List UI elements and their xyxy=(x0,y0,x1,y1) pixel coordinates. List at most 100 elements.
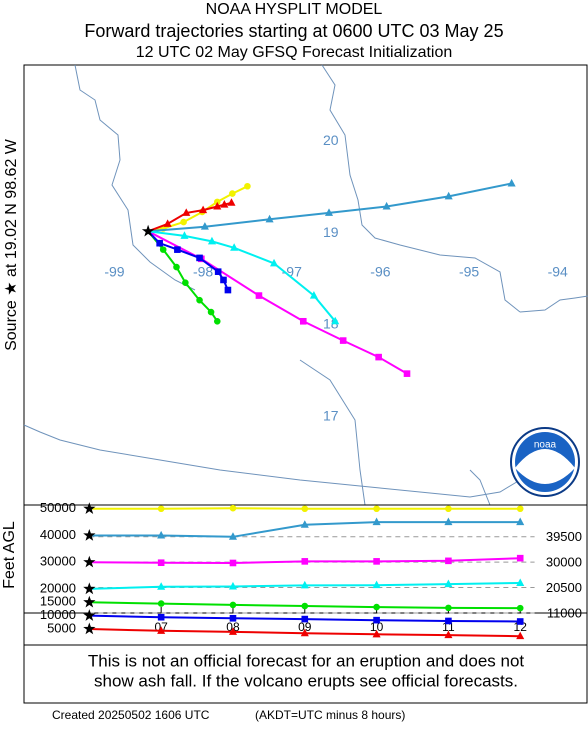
height-point xyxy=(228,581,238,590)
start-height-label: 10000 xyxy=(40,607,76,622)
start-height-label: 40000 xyxy=(40,527,76,542)
trajectory-point xyxy=(382,201,391,210)
trajectory-point xyxy=(507,178,516,187)
trajectory-point xyxy=(220,200,229,208)
trajectory-point xyxy=(375,353,382,361)
title-line: Forward trajectories starting at 0600 UT… xyxy=(84,21,503,41)
footer: Created 20250502 1606 UTC xyxy=(52,708,210,722)
trajectory-point xyxy=(182,279,189,287)
height-point xyxy=(373,616,380,624)
trajectory-point xyxy=(207,308,215,316)
trajectory-point xyxy=(230,243,239,251)
trajectory-point xyxy=(244,182,251,190)
level-label: 30000 xyxy=(546,555,582,570)
level-label: 20500 xyxy=(546,580,582,595)
lat-tick-label: 19 xyxy=(323,224,339,240)
height-point xyxy=(157,600,165,607)
height-point xyxy=(229,601,237,609)
height-point xyxy=(445,617,452,625)
height-point xyxy=(444,579,453,588)
trajectory-point xyxy=(196,296,203,304)
height-point xyxy=(373,603,380,611)
trajectory-point xyxy=(227,198,236,206)
height-point xyxy=(229,504,237,512)
trajectory-point xyxy=(196,254,203,262)
trajectory-point xyxy=(255,292,263,299)
coastline xyxy=(23,424,531,498)
lat-tick-label: 17 xyxy=(323,408,339,424)
height-point xyxy=(301,615,309,623)
trajectory-point xyxy=(159,246,167,253)
disclaimer-line: This is not an official forecast for an … xyxy=(88,651,525,670)
trajectory-point xyxy=(403,370,411,377)
height-start xyxy=(83,502,96,514)
height-start xyxy=(83,582,96,595)
height-point xyxy=(445,505,452,513)
coastline xyxy=(519,295,588,313)
height-start xyxy=(83,609,96,621)
lon-tick-label: -95 xyxy=(459,263,479,279)
lon-tick-label: -99 xyxy=(104,263,124,279)
height-point xyxy=(157,582,166,590)
height-point xyxy=(444,630,453,639)
height-point xyxy=(301,558,309,565)
lon-tick-label: -94 xyxy=(548,263,568,279)
height-point xyxy=(157,613,165,621)
height-ylabel: Feet AGL xyxy=(1,521,18,589)
height-point xyxy=(229,559,237,567)
trajectory-point xyxy=(163,219,172,227)
height-point xyxy=(228,532,238,540)
height-point xyxy=(300,520,309,528)
height-point xyxy=(372,580,381,589)
height-point xyxy=(516,505,524,513)
height-point xyxy=(301,505,309,513)
boundaries xyxy=(23,64,588,506)
lat-tick-label: 20 xyxy=(323,132,339,148)
time-tick-label: 09 xyxy=(298,620,312,634)
trajectory-point xyxy=(174,246,181,253)
lon-tick-label: -98 xyxy=(193,263,213,279)
state-border xyxy=(321,64,521,313)
time-tick-label: 08 xyxy=(226,620,240,634)
height-point xyxy=(157,626,166,634)
trajectory-point xyxy=(220,276,227,284)
height-start xyxy=(83,529,96,541)
height-point xyxy=(445,604,452,612)
height-point xyxy=(372,517,381,526)
height-start xyxy=(83,595,96,608)
trajectory-point xyxy=(265,214,274,223)
level-label: 39500 xyxy=(546,529,582,544)
source-star xyxy=(141,224,155,237)
title-line: NOAA HYSPLIT MODEL xyxy=(206,1,383,18)
trajectory-point xyxy=(200,222,209,230)
level-label: 11000 xyxy=(547,605,582,620)
footer-note: (AKDT=UTC minus 8 hours) xyxy=(255,708,405,722)
trajectory-point xyxy=(180,231,189,239)
height-point xyxy=(157,530,166,539)
trajectory-point xyxy=(331,316,340,325)
trajectory-point xyxy=(156,239,163,247)
height-point xyxy=(516,618,524,625)
height-point xyxy=(445,557,452,565)
trajectory-point xyxy=(444,191,453,200)
trajectory-point xyxy=(299,317,307,325)
height-point xyxy=(300,580,309,589)
height-point xyxy=(516,578,525,587)
trajectory-point xyxy=(213,201,222,210)
height-point xyxy=(301,602,309,610)
trajectory-point xyxy=(180,218,187,226)
start-height-label: 5000 xyxy=(47,620,76,635)
height-point xyxy=(157,505,165,513)
state-border xyxy=(469,469,491,506)
logo-bird xyxy=(515,449,575,484)
trajectory-point xyxy=(182,208,191,216)
title-line: 12 UTC 02 May GFSQ Forecast Initializati… xyxy=(136,44,453,61)
start-height-label: 50000 xyxy=(40,500,76,515)
trajectory-point xyxy=(224,286,232,294)
trajectory-point xyxy=(213,317,221,325)
start-height-label: 30000 xyxy=(40,554,76,569)
start-height-label: 20000 xyxy=(40,580,76,595)
source-label: Source ★ at 19.02 N 98.62 W xyxy=(3,138,20,351)
trajectory-point xyxy=(339,337,347,344)
